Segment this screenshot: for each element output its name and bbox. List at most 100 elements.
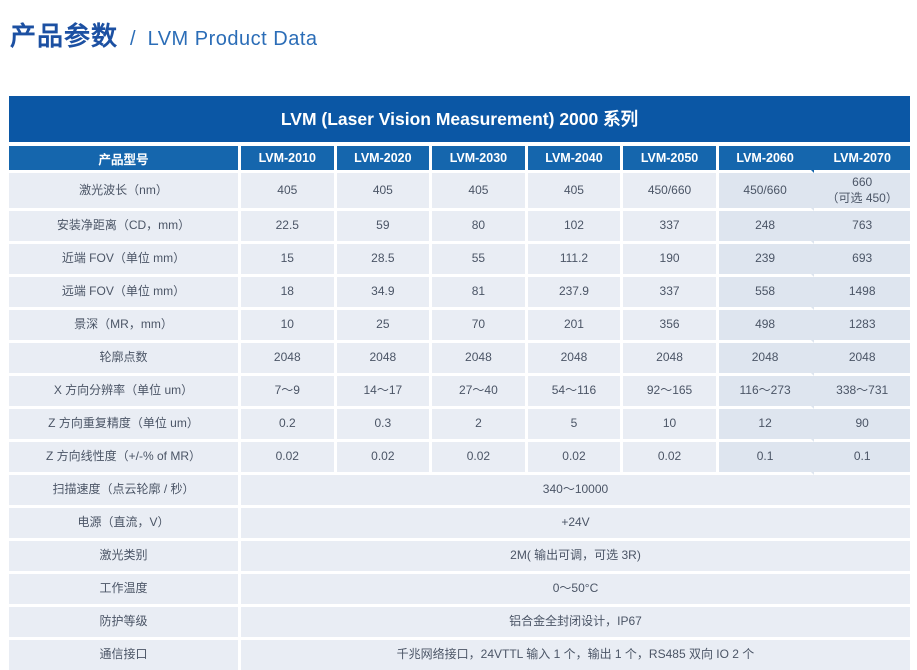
cell-value: 10 <box>241 310 337 344</box>
column-header-lvm-2060: LVM-2060 <box>718 146 815 173</box>
column-header-lvm-2040: LVM-2040 <box>527 146 624 173</box>
cell-value: 34.9 <box>336 277 433 311</box>
cell-value: 693 <box>814 244 910 278</box>
cell-value: 28.5 <box>336 244 433 278</box>
cell-value: 27～40 <box>432 376 528 410</box>
cell-value: 54～116 <box>527 376 624 410</box>
table-title-banner: LVM (Laser Vision Measurement) 2000 系列 <box>9 96 910 142</box>
row-span-value: 0～50°C <box>241 574 910 608</box>
row-label: 防护等级 <box>9 607 241 641</box>
row-label: 扫描速度（点云轮廓 / 秒） <box>9 475 241 509</box>
cell-value: 498 <box>718 310 815 344</box>
cell-value: 90 <box>814 409 910 443</box>
column-header-product-model: 产品型号 <box>9 146 241 173</box>
column-header-lvm-2010: LVM-2010 <box>241 146 337 173</box>
cell-value: 59 <box>336 211 433 245</box>
row-label: 轮廓点数 <box>9 343 241 377</box>
cell-value: 22.5 <box>241 211 337 245</box>
cell-value: 450/660 <box>718 173 815 212</box>
cell-value: 0.1 <box>718 442 815 476</box>
row-label: 安装净距离（CD，mm） <box>9 211 241 245</box>
column-header-lvm-2030: LVM-2030 <box>432 146 528 173</box>
cell-value: 0.2 <box>241 409 337 443</box>
cell-value: 0.02 <box>527 442 624 476</box>
cell-value: 2048 <box>814 343 910 377</box>
table-row: 工作温度 0～50°C <box>9 574 910 608</box>
cell-value: 18 <box>241 277 337 311</box>
cell-value: 660 （可选 450） <box>814 173 910 212</box>
cell-value: 1283 <box>814 310 910 344</box>
cell-value: 0.02 <box>432 442 528 476</box>
row-label: 激光类别 <box>9 541 241 575</box>
row-span-value: +24V <box>241 508 910 542</box>
table-row: 激光波长（nm） 405 405 405 405 450/660 450/660 660 （可… <box>9 173 910 212</box>
row-label: 景深（MR，mm） <box>9 310 241 344</box>
table-row: 防护等级 铝合金全封闭设计，IP67 <box>9 607 910 641</box>
cell-value: 2048 <box>718 343 815 377</box>
table-row: Z 方向重复精度（单位 um） 0.2 0.3 2 5 10 12 90 <box>9 409 910 443</box>
product-spec-table: 产品型号 LVM-2010 LVM-2020 LVM-2030 LVM-2040… <box>9 146 910 670</box>
row-label: X 方向分辨率（单位 um） <box>9 376 241 410</box>
cell-value: 337 <box>623 277 719 311</box>
title-separator: / <box>130 28 136 50</box>
page-title-english: LVM Product Data <box>147 28 318 50</box>
cell-value: 7～9 <box>241 376 337 410</box>
cell-value: 14～17 <box>336 376 433 410</box>
cell-value: 15 <box>241 244 337 278</box>
cell-value: 2048 <box>623 343 719 377</box>
row-label: 近端 FOV（单位 mm） <box>9 244 241 278</box>
cell-value: 5 <box>527 409 624 443</box>
row-span-value: 2M( 输出可调，可选 3R) <box>241 541 910 575</box>
cell-value: 450/660 <box>623 173 719 212</box>
column-header-lvm-2020: LVM-2020 <box>336 146 433 173</box>
cell-value: 81 <box>432 277 528 311</box>
cell-value: 25 <box>336 310 433 344</box>
table-row: 景深（MR，mm） 10 25 70 201 356 498 1283 <box>9 310 910 344</box>
table-row: 电源（直流，V） +24V <box>9 508 910 542</box>
cell-value: 405 <box>336 173 433 212</box>
page-heading: 产品参数 / LVM Product Data <box>10 16 318 53</box>
page-title-chinese: 产品参数 <box>10 21 119 51</box>
row-label: 远端 FOV（单位 mm） <box>9 277 241 311</box>
table-row: Z 方向线性度（+/-% of MR） 0.02 0.02 0.02 0.02 0.02 0… <box>9 442 910 476</box>
row-span-value: 340～10000 <box>241 475 910 509</box>
cell-value: 356 <box>623 310 719 344</box>
cell-value: 1498 <box>814 277 910 311</box>
cell-value: 70 <box>432 310 528 344</box>
cell-value: 201 <box>527 310 624 344</box>
row-span-value: 铝合金全封闭设计，IP67 <box>241 607 910 641</box>
cell-value: 116～273 <box>718 376 815 410</box>
row-label: 工作温度 <box>9 574 241 608</box>
cell-value: 0.02 <box>241 442 337 476</box>
column-header-lvm-2070: LVM-2070 <box>814 146 910 173</box>
cell-value: 338～731 <box>814 376 910 410</box>
cell-value: 239 <box>718 244 815 278</box>
cell-value: 405 <box>527 173 624 212</box>
cell-value: 763 <box>814 211 910 245</box>
cell-value: 2048 <box>527 343 624 377</box>
cell-value: 2 <box>432 409 528 443</box>
table-row: X 方向分辨率（单位 um） 7～9 14～17 27～40 54～116 92～165 1… <box>9 376 910 410</box>
table-row: 扫描速度（点云轮廓 / 秒） 340～10000 <box>9 475 910 509</box>
table-row: 远端 FOV（单位 mm） 18 34.9 81 237.9 337 558 1498 <box>9 277 910 311</box>
cell-value: 55 <box>432 244 528 278</box>
cell-value: 0.1 <box>814 442 910 476</box>
cell-value: 2048 <box>241 343 337 377</box>
cell-value: 237.9 <box>527 277 624 311</box>
cell-value: 248 <box>718 211 815 245</box>
cell-value: 111.2 <box>527 244 624 278</box>
table-row: 通信接口 千兆网络接口，24VTTL 输入 1 个，输出 1 个，RS485 双向… <box>9 640 910 670</box>
cell-value: 190 <box>623 244 719 278</box>
table-row: 激光类别 2M( 输出可调，可选 3R) <box>9 541 910 575</box>
table-body: 激光波长（nm） 405 405 405 405 450/660 450/660 660 （可… <box>9 173 910 670</box>
table-row: 近端 FOV（单位 mm） 15 28.5 55 111.2 190 239 693 <box>9 244 910 278</box>
column-header-lvm-2050: LVM-2050 <box>623 146 719 173</box>
spec-table-container: LVM (Laser Vision Measurement) 2000 系列 产… <box>9 96 910 670</box>
cell-value: 405 <box>432 173 528 212</box>
cell-value: 2048 <box>336 343 433 377</box>
table-header-row: 产品型号 LVM-2010 LVM-2020 LVM-2030 LVM-2040… <box>9 146 910 173</box>
cell-value: 2048 <box>432 343 528 377</box>
row-label: 电源（直流，V） <box>9 508 241 542</box>
cell-value: 337 <box>623 211 719 245</box>
